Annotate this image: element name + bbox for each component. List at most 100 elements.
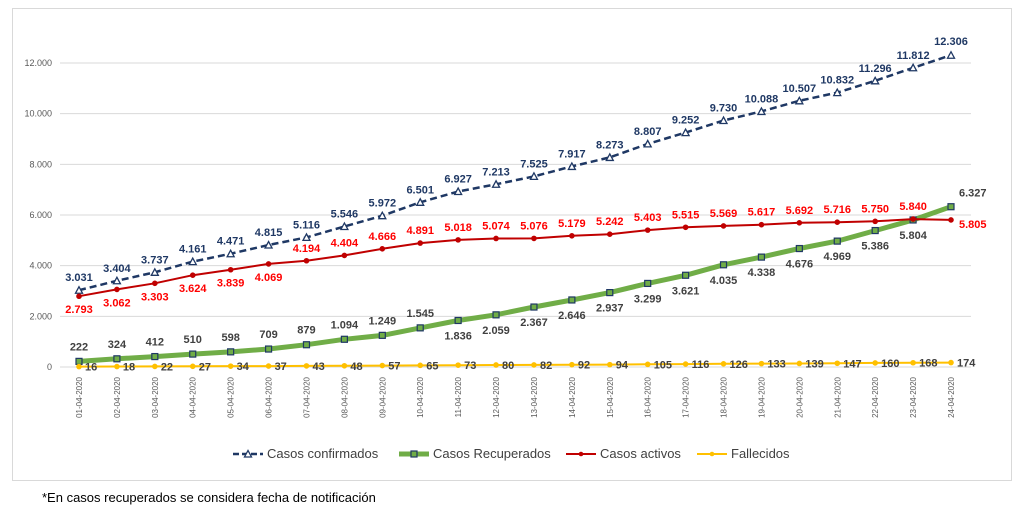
series-point [265, 363, 272, 369]
series-point [189, 363, 196, 370]
legend: Casos confirmados Casos Recuperados Casos … [233, 446, 790, 461]
data-label: 4.194 [293, 243, 321, 255]
series-point [719, 261, 728, 269]
y-tick-label: 2.000 [29, 311, 52, 321]
data-label: 5.692 [786, 205, 814, 217]
data-label: 5.617 [748, 207, 776, 219]
data-label: 4.891 [406, 225, 434, 237]
data-label: 11.296 [859, 63, 892, 75]
series-point [377, 210, 387, 220]
series-point [794, 95, 804, 105]
data-label: 139 [805, 358, 823, 370]
series-point [453, 186, 463, 196]
data-label: 598 [221, 332, 239, 344]
series-point [644, 227, 651, 233]
x-tick-label: 14-04-2020 [568, 376, 577, 417]
data-label: 9.730 [710, 103, 738, 115]
data-label: 4.666 [369, 231, 397, 243]
data-label: 412 [146, 337, 164, 349]
series-point [189, 272, 196, 278]
series-point [379, 245, 386, 252]
y-axis-ticks: 0 2.000 4.000 6.000 8.000 10.000 12.000 [24, 58, 52, 372]
data-label: 4.161 [179, 244, 207, 256]
series-point [796, 360, 803, 367]
data-label: 43 [312, 361, 324, 373]
y-tick-label: 10.000 [24, 109, 52, 119]
series-point [758, 360, 765, 367]
series-point [568, 296, 576, 304]
data-label: 7.917 [558, 148, 586, 160]
series-point [605, 152, 615, 162]
series-line [78, 361, 952, 368]
data-label: 6.327 [959, 188, 987, 200]
data-label: 5.750 [861, 203, 889, 215]
data-label: 3.299 [634, 293, 662, 305]
x-tick-label: 17-04-2020 [682, 376, 691, 417]
data-label: 709 [259, 329, 277, 341]
y-tick-label: 0 [47, 362, 52, 372]
data-label: 7.213 [482, 166, 510, 178]
series-point [644, 279, 652, 288]
series-point [417, 240, 424, 246]
series-point [834, 219, 841, 225]
data-label: 4.069 [255, 272, 283, 284]
x-tick-label: 24-04-2020 [947, 376, 956, 417]
series-point [74, 285, 84, 294]
data-label: 5.018 [444, 222, 472, 234]
data-label: 5.804 [899, 230, 927, 242]
series-point [188, 256, 198, 266]
footnote: *En casos recuperados se considera fecha… [42, 490, 376, 505]
data-label: 510 [184, 334, 202, 346]
x-axis-ticks: 01-04-2020 02-04-2020 03-04-2020 04-04-2020… [75, 376, 956, 417]
series-point [491, 179, 501, 188]
data-label: 4.035 [710, 275, 738, 287]
data-label: 65 [426, 360, 438, 372]
x-tick-label: 04-04-2020 [189, 376, 198, 417]
data-label: 1.545 [406, 308, 434, 320]
data-label: 34 [237, 361, 250, 373]
y-tick-label: 12.000 [24, 58, 52, 68]
legend-marker [578, 451, 584, 457]
data-label: 8.807 [634, 126, 662, 138]
data-label: 4.404 [331, 237, 359, 249]
data-label: 879 [297, 325, 315, 337]
data-label: 92 [578, 360, 590, 372]
series-point [718, 115, 729, 125]
series-point [682, 224, 689, 231]
series-point [872, 218, 878, 225]
data-label: 5.116 [293, 219, 320, 231]
x-tick-label: 19-04-2020 [757, 376, 766, 417]
series-line [78, 204, 952, 364]
series-point [302, 341, 311, 349]
data-label: 147 [843, 358, 861, 370]
series-point [226, 248, 236, 258]
series-point [75, 357, 83, 365]
series-point [606, 361, 613, 368]
series-point [756, 106, 767, 116]
series-point [301, 232, 312, 242]
x-tick-label: 05-04-2020 [227, 376, 236, 417]
series-point [681, 127, 691, 137]
series-point [531, 362, 537, 368]
data-label: 5.515 [672, 209, 700, 221]
data-label: 3.624 [179, 283, 207, 295]
x-tick-label: 22-04-2020 [871, 376, 880, 417]
series-point [379, 362, 386, 369]
series-point [454, 316, 462, 325]
series-point [832, 87, 842, 97]
series-point [870, 75, 880, 85]
series-point [757, 253, 766, 261]
series-line [78, 54, 952, 292]
series-point [264, 345, 273, 353]
series-point [910, 216, 916, 222]
gridlines [60, 62, 971, 368]
series-point [947, 203, 955, 211]
data-label: 4.969 [823, 251, 851, 263]
data-label: 116 [692, 359, 710, 371]
data-label: 2.793 [65, 304, 93, 316]
legend-label: Casos Recuperados [433, 446, 551, 461]
data-label: 57 [388, 361, 400, 373]
data-label: 18 [123, 362, 135, 374]
series-point [455, 362, 461, 368]
data-label: 3.621 [672, 285, 700, 297]
